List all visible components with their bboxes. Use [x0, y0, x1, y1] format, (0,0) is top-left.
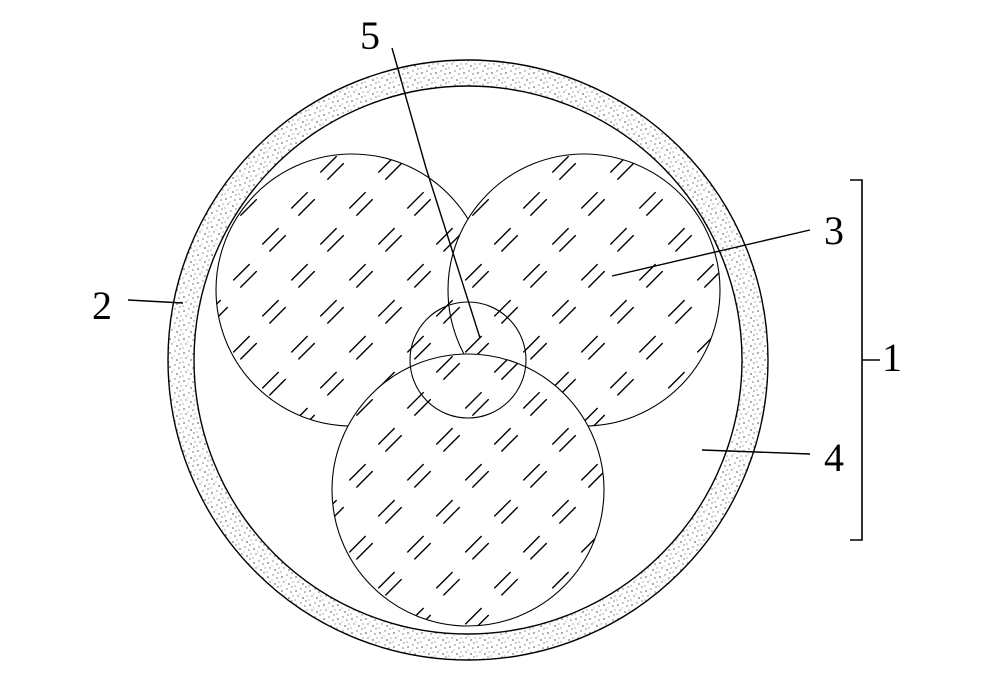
- callout-label-5: 5: [360, 13, 380, 58]
- leader-line-4: [702, 450, 810, 454]
- callout-label-3: 3: [824, 208, 844, 253]
- callout-label-1: 1: [882, 335, 902, 380]
- callout-label-4: 4: [824, 435, 844, 480]
- bracket-assembly-1: [850, 180, 880, 540]
- callout-label-2: 2: [92, 283, 112, 328]
